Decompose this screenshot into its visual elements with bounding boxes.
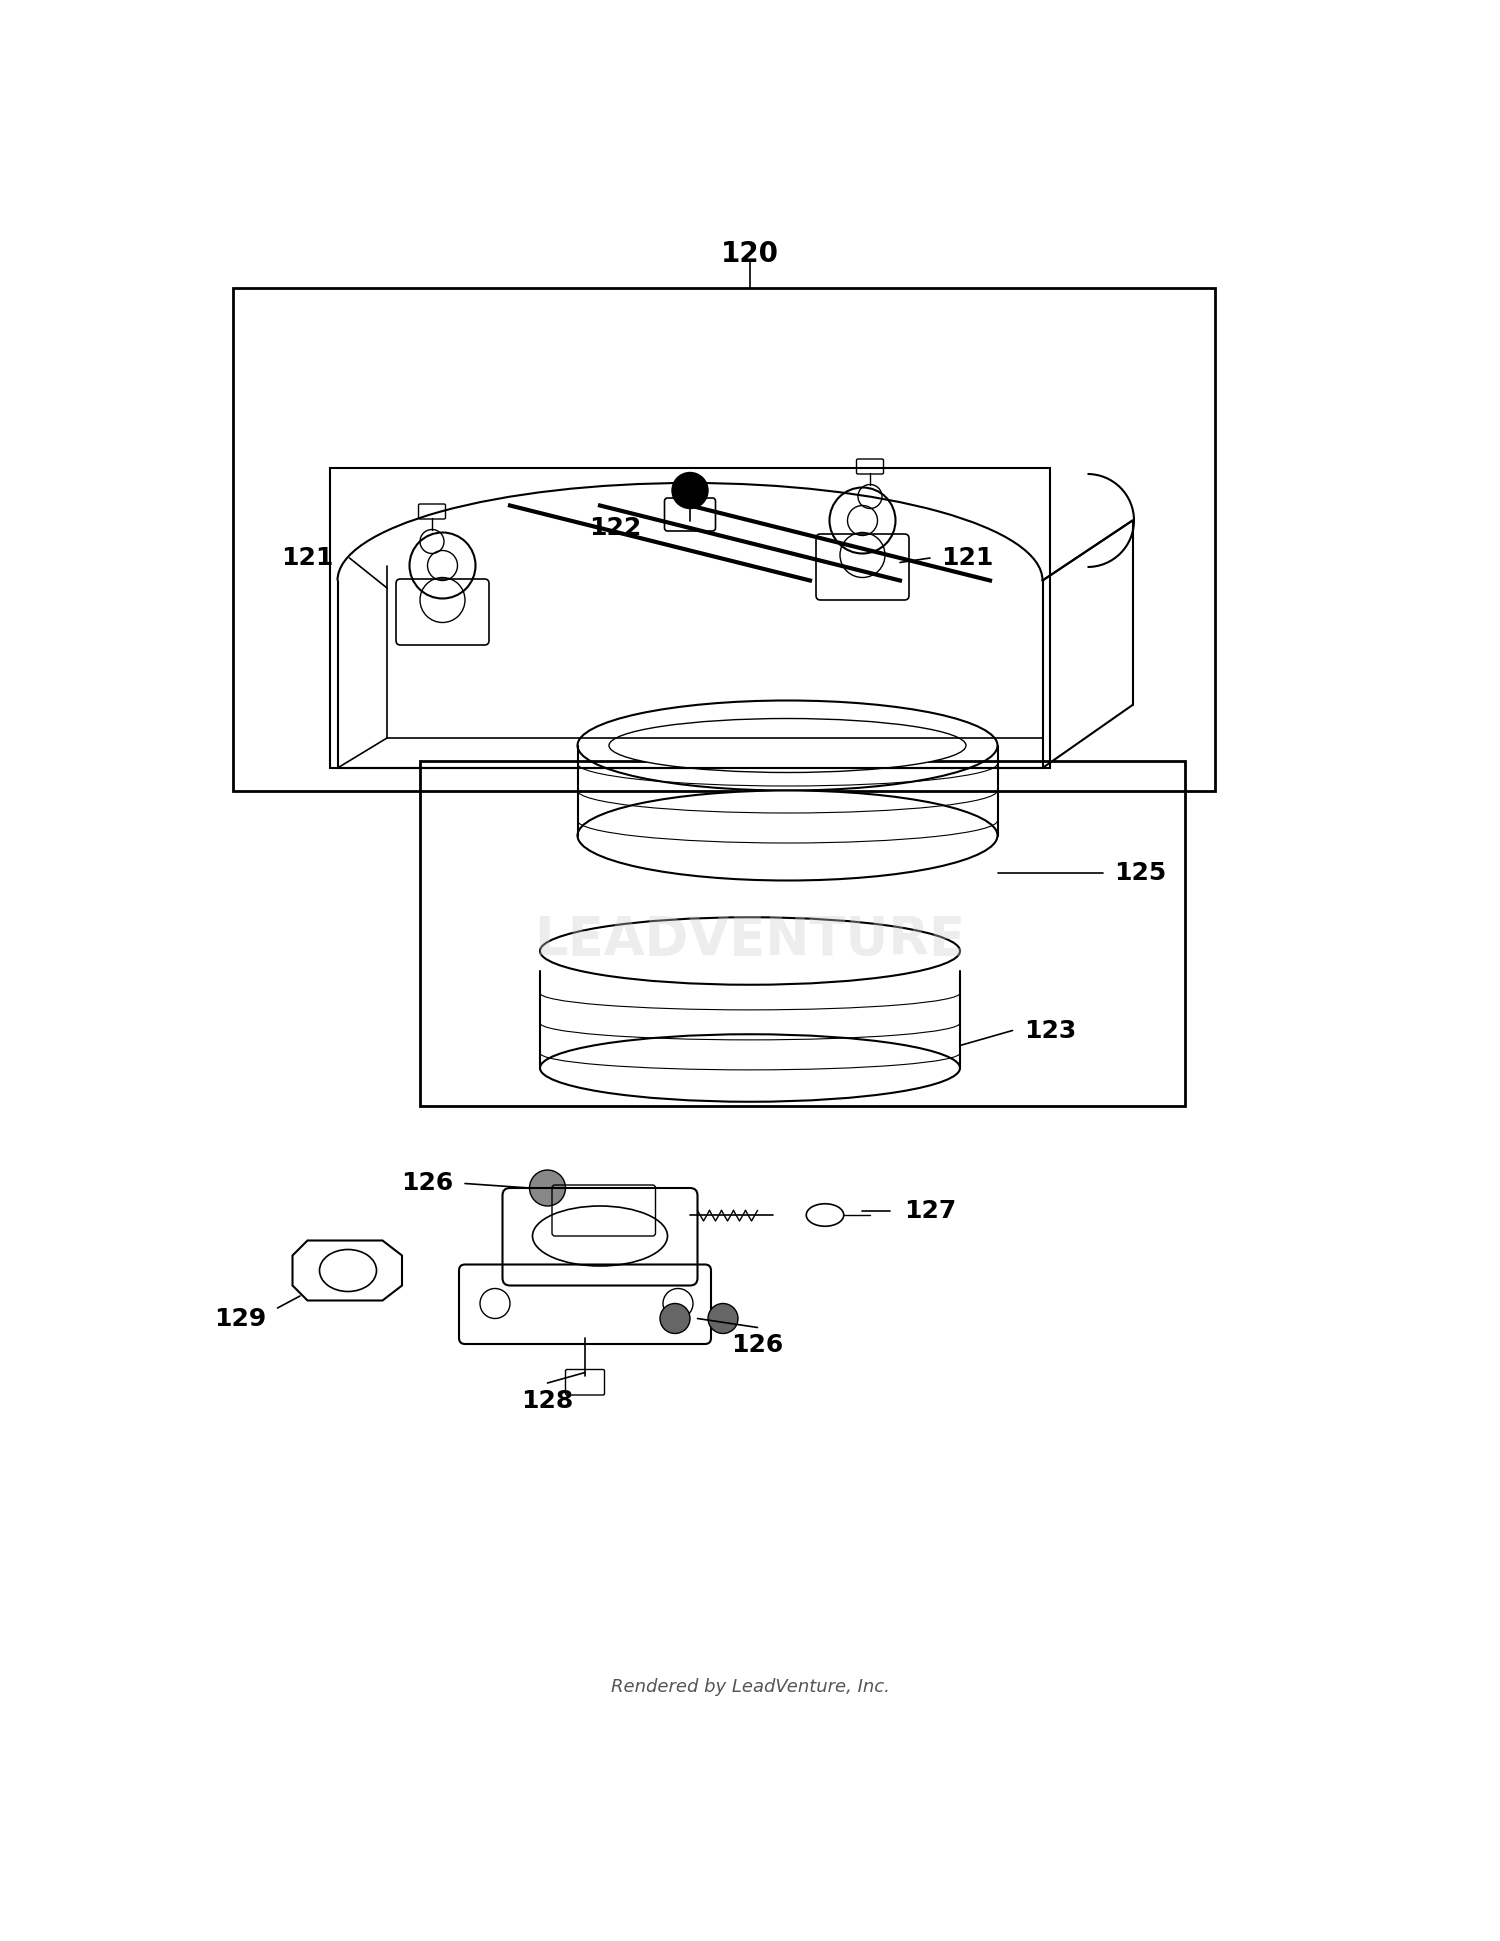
Text: LEADVENTURE: LEADVENTURE (534, 914, 966, 967)
Text: 125: 125 (1114, 862, 1166, 885)
Text: Rendered by LeadVenture, Inc.: Rendered by LeadVenture, Inc. (610, 1679, 890, 1696)
Text: 129: 129 (214, 1306, 266, 1330)
Circle shape (672, 472, 708, 509)
Text: 126: 126 (402, 1172, 453, 1196)
Circle shape (530, 1170, 566, 1205)
Ellipse shape (540, 1035, 960, 1102)
Text: 122: 122 (590, 516, 640, 540)
Text: 128: 128 (522, 1390, 573, 1413)
Text: 120: 120 (722, 239, 778, 268)
Ellipse shape (540, 918, 960, 984)
Ellipse shape (578, 790, 998, 881)
Circle shape (708, 1304, 738, 1333)
Text: 121: 121 (942, 545, 993, 571)
Text: 126: 126 (732, 1333, 783, 1357)
Text: 121: 121 (282, 545, 333, 571)
Ellipse shape (609, 718, 966, 773)
Circle shape (660, 1304, 690, 1333)
Text: 123: 123 (1024, 1019, 1075, 1042)
Text: 127: 127 (904, 1198, 956, 1223)
